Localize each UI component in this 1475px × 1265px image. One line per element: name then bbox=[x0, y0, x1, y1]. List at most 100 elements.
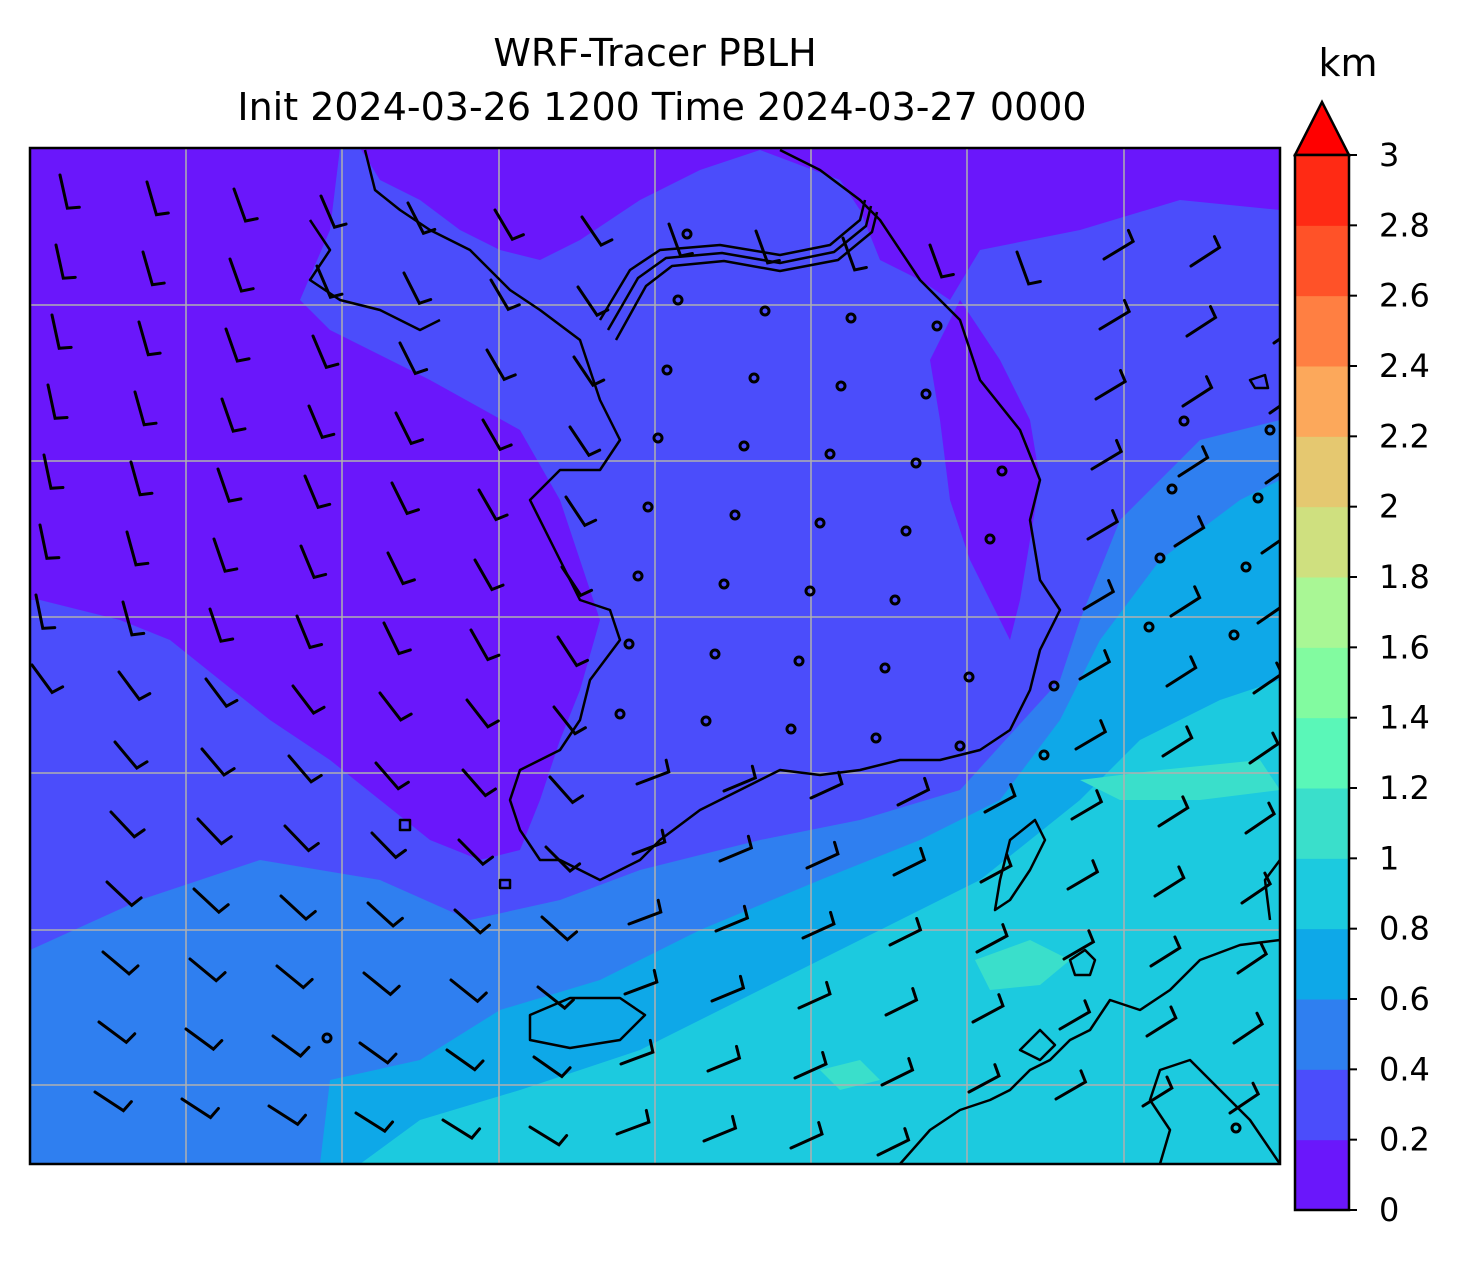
colorbar-block bbox=[1295, 717, 1349, 789]
wind-barb bbox=[706, 1044, 742, 1073]
station-marker bbox=[910, 457, 922, 469]
station-marker bbox=[632, 570, 644, 582]
colorbar-ticks: 0 0.2 0.4 0.6 0.8 1 1.2 1.4 1.6 1.8 2 2.2 2.4 2.6 2.8 3 bbox=[1349, 136, 1430, 1229]
wind-barb bbox=[196, 817, 233, 846]
wind-barb bbox=[453, 908, 491, 935]
wind-barb bbox=[1244, 801, 1277, 835]
colorbar-block bbox=[1295, 1139, 1349, 1211]
plot-title-line1: WRF-Tracer PBLH bbox=[493, 31, 816, 75]
station-marker bbox=[1178, 415, 1190, 427]
wind-barb bbox=[46, 383, 69, 420]
wind-barb bbox=[374, 761, 410, 791]
pblh-low-region-east bbox=[930, 300, 1040, 640]
wind-barb bbox=[275, 964, 314, 990]
wind-barb bbox=[216, 467, 243, 503]
wind-barb bbox=[568, 425, 602, 458]
wind-barb bbox=[129, 460, 154, 497]
station-marker bbox=[1240, 561, 1252, 573]
wind-barb bbox=[1157, 795, 1190, 828]
wind-barb bbox=[1248, 731, 1280, 765]
station-marker bbox=[1264, 424, 1276, 436]
station-marker bbox=[804, 585, 816, 597]
wind-barb bbox=[117, 670, 152, 702]
colorbar-tick-label: 2.6 bbox=[1379, 277, 1430, 315]
station-marker bbox=[623, 638, 635, 650]
wind-barb bbox=[445, 1048, 485, 1072]
coastlines bbox=[308, 148, 1280, 1164]
colorbar-block bbox=[1295, 436, 1349, 508]
wind-barb bbox=[398, 341, 429, 376]
colorbar-tick-label: 2 bbox=[1379, 488, 1399, 526]
wind-barb bbox=[485, 348, 517, 382]
plot-title-line2: Init 2024-03-26 1200 Time 2024-03-27 000… bbox=[237, 85, 1086, 129]
wind-barb bbox=[133, 390, 158, 427]
wind-barb bbox=[1161, 725, 1194, 758]
pblh-max-patch-2 bbox=[1080, 760, 1280, 800]
wind-barb bbox=[722, 764, 758, 793]
station-marker bbox=[642, 501, 654, 513]
wind-barb bbox=[50, 313, 73, 350]
wind-barb bbox=[224, 327, 251, 363]
station-marker bbox=[672, 294, 684, 306]
wind-barb bbox=[362, 971, 401, 997]
station-marker bbox=[681, 228, 693, 240]
wind-barb bbox=[1149, 935, 1182, 968]
wind-barb bbox=[97, 1020, 137, 1045]
wind-barb bbox=[390, 481, 420, 516]
wind-barb bbox=[1082, 579, 1116, 611]
wind-barb bbox=[441, 1118, 482, 1140]
station-marker bbox=[824, 448, 836, 460]
wind-barb bbox=[1066, 859, 1100, 891]
japan-kyushu-coast-2 bbox=[1148, 1058, 1280, 1164]
wind-barb bbox=[975, 923, 1009, 954]
wind-barb bbox=[1236, 941, 1269, 975]
wind-barb bbox=[560, 565, 594, 598]
wind-barb bbox=[489, 278, 521, 312]
wind-barb bbox=[532, 1055, 572, 1079]
wind-barb bbox=[54, 243, 77, 280]
wind-barb bbox=[267, 1104, 307, 1127]
wind-barb bbox=[184, 1027, 224, 1052]
wind-barb bbox=[93, 1090, 133, 1113]
wind-barb bbox=[291, 684, 326, 716]
wind-barb bbox=[1062, 929, 1096, 961]
wind-barb bbox=[1240, 871, 1273, 905]
wind-barb bbox=[125, 530, 150, 567]
korea-north-boundary bbox=[598, 199, 867, 321]
pblh-max-patch-3 bbox=[820, 1060, 880, 1090]
wind-barb bbox=[718, 834, 754, 863]
colorbar-block bbox=[1295, 999, 1349, 1070]
station-marker bbox=[793, 655, 805, 667]
wind-barb bbox=[200, 747, 236, 777]
station-marker bbox=[920, 388, 932, 400]
eastern-headland bbox=[1248, 373, 1270, 390]
korea-north-boundary-3 bbox=[614, 211, 879, 341]
wind-barb bbox=[702, 1114, 738, 1143]
wind-barb bbox=[572, 355, 606, 388]
wind-barb bbox=[967, 1063, 1001, 1094]
station-marker bbox=[321, 1032, 333, 1044]
colorbar-extend-arrow bbox=[1292, 99, 1352, 157]
colorbar-tick-label: 1 bbox=[1379, 839, 1399, 877]
colorbar-tick-label: 0.6 bbox=[1379, 980, 1430, 1018]
wind-barb bbox=[544, 845, 582, 874]
colorbar-tick-label: 1.4 bbox=[1379, 699, 1430, 737]
wind-barb bbox=[283, 824, 320, 853]
station-marker bbox=[1048, 680, 1060, 692]
wind-barb bbox=[109, 810, 146, 839]
colorbar-tick-label: 1.8 bbox=[1379, 558, 1430, 596]
wind-barb bbox=[220, 397, 247, 433]
wind-barb bbox=[1165, 655, 1198, 688]
pblh-low-region-north bbox=[360, 148, 1280, 300]
wind-barb bbox=[315, 264, 344, 300]
station-marker bbox=[835, 380, 847, 392]
wind-barb bbox=[615, 1108, 651, 1136]
wind-barb bbox=[1153, 865, 1186, 898]
wind-barb bbox=[271, 1034, 311, 1058]
wind-barb bbox=[1054, 1069, 1088, 1101]
wind-barb bbox=[1090, 438, 1124, 471]
pblh-low-region-west bbox=[30, 148, 600, 860]
colorbar-block bbox=[1295, 928, 1349, 1000]
wind-barb bbox=[382, 621, 412, 656]
